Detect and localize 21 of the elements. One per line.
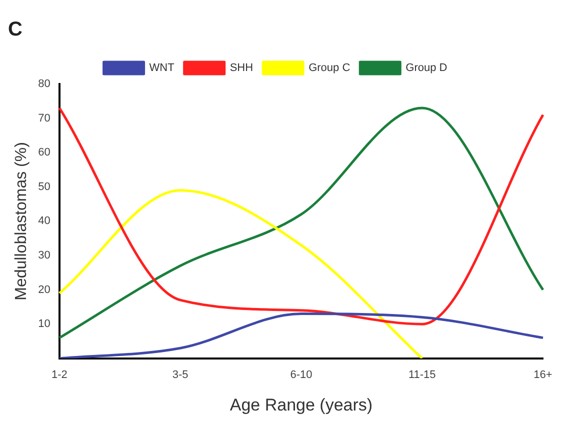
legend-label: Group C	[308, 62, 350, 74]
legend-label: SHH	[230, 62, 254, 74]
y-axis-title: Medulloblastomas (%)	[13, 142, 30, 300]
line-series	[58, 189, 424, 358]
x-tick-label: 3-5	[172, 369, 188, 382]
x-tick-label: 6-10	[290, 369, 312, 382]
y-tick-label: 40	[38, 215, 50, 228]
y-tick-label: 50	[38, 180, 50, 193]
y-tick-label: 30	[38, 250, 50, 262]
y-tick-label: 10	[38, 318, 50, 330]
legend-label: WNT	[149, 62, 175, 74]
y-tick-label: 70	[38, 112, 50, 124]
legend-label: Group D	[406, 62, 448, 74]
y-tick-label: 80	[38, 78, 50, 90]
y-tick-label: 60	[38, 146, 50, 159]
x-tick-label: 11-15	[408, 369, 436, 382]
y-tick-label: 20	[38, 284, 50, 296]
chart-title: C	[8, 18, 22, 41]
x-tick-label: 16+	[534, 369, 552, 382]
x-axis-title: Age Range (years)	[230, 395, 373, 414]
x-tick-label: 1-2	[51, 369, 68, 382]
